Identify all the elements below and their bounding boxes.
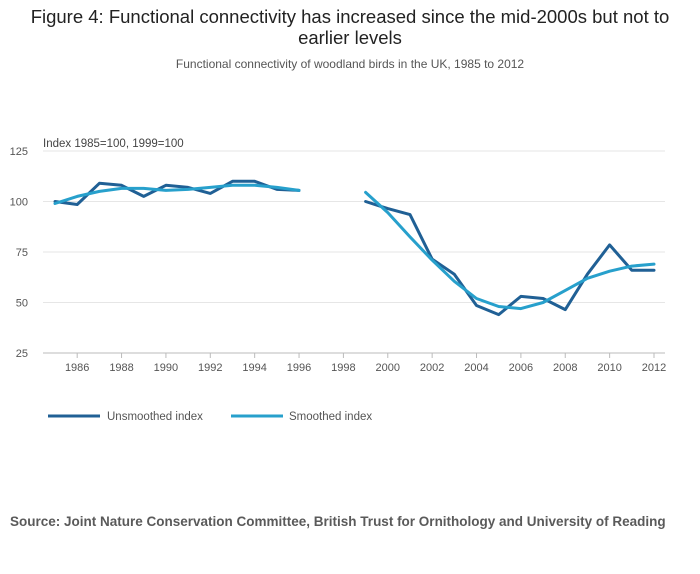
- x-tick-label: 1990: [154, 362, 178, 374]
- x-tick-label: 2004: [464, 362, 488, 374]
- x-tick-label: 2002: [420, 362, 444, 374]
- y-tick-label: 100: [10, 197, 28, 209]
- legend-label-unsmoothed: Unsmoothed index: [107, 411, 203, 423]
- x-tick-label: 2006: [509, 362, 533, 374]
- x-tick-label: 2012: [642, 362, 666, 374]
- y-axis-label: Index 1985=100, 1999=100: [43, 138, 184, 150]
- chart-title: Figure 4: Functional connectivity has in…: [30, 6, 670, 48]
- chart-subtitle: Functional connectivity of woodland bird…: [175, 57, 525, 71]
- x-tick-label: 2000: [376, 362, 400, 374]
- source-note: Source: Joint Nature Conservation Commit…: [10, 514, 666, 529]
- y-tick-label: 75: [16, 247, 28, 259]
- series-lines: [53, 179, 656, 317]
- x-tick-label: 1998: [331, 362, 355, 374]
- series-line-unsmoothed-segment-1: [53, 179, 301, 206]
- x-tick-label: 2008: [553, 362, 577, 374]
- y-tick-label: 125: [10, 146, 28, 158]
- series-line-smoothed-segment-1: [53, 183, 301, 205]
- line-chart: Index 1985=100, 1999=100 25 50 75 100 125 19…: [10, 138, 667, 423]
- legend-label-smoothed: Smoothed index: [289, 411, 372, 423]
- y-axis-ticks: 25 50 75 100 125: [10, 146, 28, 360]
- series-line-unsmoothed-segment-2: [364, 200, 656, 317]
- x-tick-label: 2010: [597, 362, 621, 374]
- y-tick-label: 25: [16, 348, 28, 360]
- grid-lines: [43, 150, 665, 354]
- y-tick-label: 50: [16, 298, 28, 310]
- series-line-smoothed-segment-2: [364, 190, 656, 311]
- x-tick-label: 1988: [109, 362, 133, 374]
- x-tick-label: 1992: [198, 362, 222, 374]
- x-tick-label: 1986: [65, 362, 89, 374]
- legend: Unsmoothed index Smoothed index: [48, 411, 372, 423]
- x-tick-label: 1996: [287, 362, 311, 374]
- x-tick-label: 1994: [242, 362, 266, 374]
- x-axis-ticks: 1986 1988 1990 1992 1994 1996 1998 2000 2002 2004…: [65, 353, 666, 374]
